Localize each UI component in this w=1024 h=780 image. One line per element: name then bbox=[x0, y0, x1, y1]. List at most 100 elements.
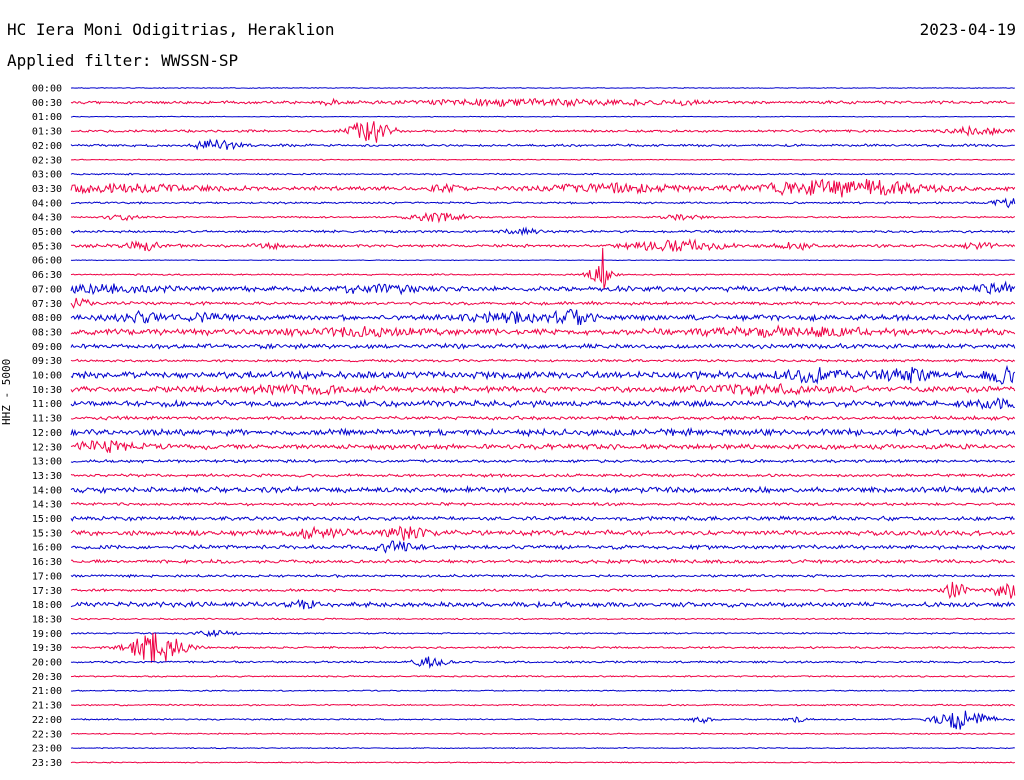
trace-line bbox=[70, 121, 1016, 143]
tick-label: 08:00 bbox=[32, 313, 62, 324]
trace-line bbox=[70, 703, 1015, 707]
trace-line bbox=[70, 226, 1015, 237]
tick-label: 04:30 bbox=[32, 213, 62, 224]
tick-label: 18:30 bbox=[32, 614, 62, 625]
tick-label: 19:00 bbox=[32, 629, 62, 640]
tick-label: 17:30 bbox=[32, 586, 62, 597]
trace-line bbox=[70, 732, 1015, 736]
tick-label: 03:30 bbox=[32, 184, 62, 195]
tick-label: 16:30 bbox=[32, 557, 62, 568]
tick-label: 14:30 bbox=[32, 500, 62, 511]
trace-line bbox=[70, 364, 1016, 385]
tick-label: 05:00 bbox=[32, 227, 62, 238]
tick-label: 08:30 bbox=[32, 327, 62, 338]
trace-line bbox=[70, 581, 1016, 600]
trace-line bbox=[70, 138, 1015, 151]
trace-line bbox=[70, 439, 1016, 454]
time-tick-labels: 00:00 00:30 01:00 01:30 02:00 02:30 03:00 03:30… bbox=[32, 84, 62, 769]
trace-line bbox=[70, 674, 1015, 678]
tick-label: 15:00 bbox=[32, 514, 62, 525]
tick-label: 03:00 bbox=[32, 170, 62, 181]
seismic-traces bbox=[70, 87, 1016, 764]
tick-label: 09:00 bbox=[32, 342, 62, 353]
trace-line bbox=[70, 97, 1015, 108]
trace-line bbox=[70, 515, 1015, 522]
tick-label: 17:00 bbox=[32, 571, 62, 582]
trace-line bbox=[70, 689, 1015, 692]
trace-line bbox=[70, 324, 1016, 338]
trace-line bbox=[70, 558, 1016, 565]
trace-line bbox=[70, 573, 1015, 579]
tick-label: 14:00 bbox=[32, 485, 62, 496]
trace-line bbox=[70, 178, 1016, 198]
trace-line bbox=[70, 747, 1015, 750]
tick-label: 20:30 bbox=[32, 672, 62, 683]
trace-line bbox=[70, 761, 1015, 764]
date-label: 2023-04-19 bbox=[919, 20, 1016, 39]
tick-label: 10:00 bbox=[32, 371, 62, 382]
trace-line bbox=[70, 308, 1016, 326]
trace-line bbox=[70, 472, 1016, 479]
trace-line bbox=[70, 632, 1016, 663]
trace-line bbox=[70, 115, 1015, 118]
trace-line bbox=[70, 342, 1016, 351]
tick-label: 11:30 bbox=[32, 414, 62, 425]
trace-line bbox=[70, 247, 1015, 290]
tick-label: 02:00 bbox=[32, 141, 62, 152]
tick-label: 13:30 bbox=[32, 471, 62, 482]
tick-label: 11:00 bbox=[32, 399, 62, 410]
trace-line bbox=[70, 426, 1016, 438]
tick-label: 02:30 bbox=[32, 155, 62, 166]
trace-line bbox=[70, 382, 1016, 397]
trace-line bbox=[70, 414, 1016, 421]
trace-line bbox=[70, 540, 1016, 554]
tick-label: 04:00 bbox=[32, 198, 62, 209]
tick-label: 13:00 bbox=[32, 457, 62, 468]
trace-line bbox=[70, 525, 1015, 541]
trace-line bbox=[70, 172, 1015, 176]
tick-label: 07:00 bbox=[32, 284, 62, 295]
tick-label: 21:00 bbox=[32, 686, 62, 697]
tick-label: 06:30 bbox=[32, 270, 62, 281]
tick-label: 07:30 bbox=[32, 299, 62, 310]
tick-label: 00:30 bbox=[32, 98, 62, 109]
trace-line bbox=[70, 656, 1016, 669]
tick-label: 23:30 bbox=[32, 758, 62, 769]
trace-line bbox=[70, 197, 1016, 209]
tick-label: 18:00 bbox=[32, 600, 62, 611]
tick-label: 06:00 bbox=[32, 256, 62, 267]
filter-label: Applied filter: WWSSN-SP bbox=[7, 51, 239, 70]
tick-label: 00:00 bbox=[32, 84, 62, 95]
tick-label: 16:00 bbox=[32, 543, 62, 554]
trace-line bbox=[70, 598, 1016, 610]
trace-line bbox=[70, 358, 1016, 363]
tick-label: 19:30 bbox=[32, 643, 62, 654]
trace-line bbox=[70, 458, 1016, 464]
trace-line bbox=[70, 238, 1016, 253]
trace-line bbox=[70, 397, 1015, 411]
tick-label: 22:00 bbox=[32, 715, 62, 726]
trace-line bbox=[70, 710, 1016, 730]
tick-label: 01:30 bbox=[32, 127, 62, 138]
tick-label: 15:30 bbox=[32, 528, 62, 539]
trace-line bbox=[70, 158, 1015, 161]
tick-label: 12:30 bbox=[32, 442, 62, 453]
tick-label: 05:30 bbox=[32, 241, 62, 252]
trace-line bbox=[70, 501, 1016, 507]
trace-line bbox=[70, 297, 1016, 309]
trace-line bbox=[70, 211, 1016, 224]
tick-label: 23:00 bbox=[32, 744, 62, 755]
trace-line bbox=[70, 280, 1016, 296]
station-title: HC Iera Moni Odigitrias, Heraklion bbox=[7, 20, 335, 39]
tick-label: 12:00 bbox=[32, 428, 62, 439]
trace-line bbox=[70, 629, 1015, 638]
trace-line bbox=[70, 617, 1015, 621]
tick-label: 10:30 bbox=[32, 385, 62, 396]
tick-label: 20:00 bbox=[32, 658, 62, 669]
tick-label: 22:30 bbox=[32, 729, 62, 740]
trace-line bbox=[70, 485, 1016, 495]
trace-line bbox=[70, 259, 1015, 262]
tick-label: 09:30 bbox=[32, 356, 62, 367]
tick-label: 01:00 bbox=[32, 112, 62, 123]
